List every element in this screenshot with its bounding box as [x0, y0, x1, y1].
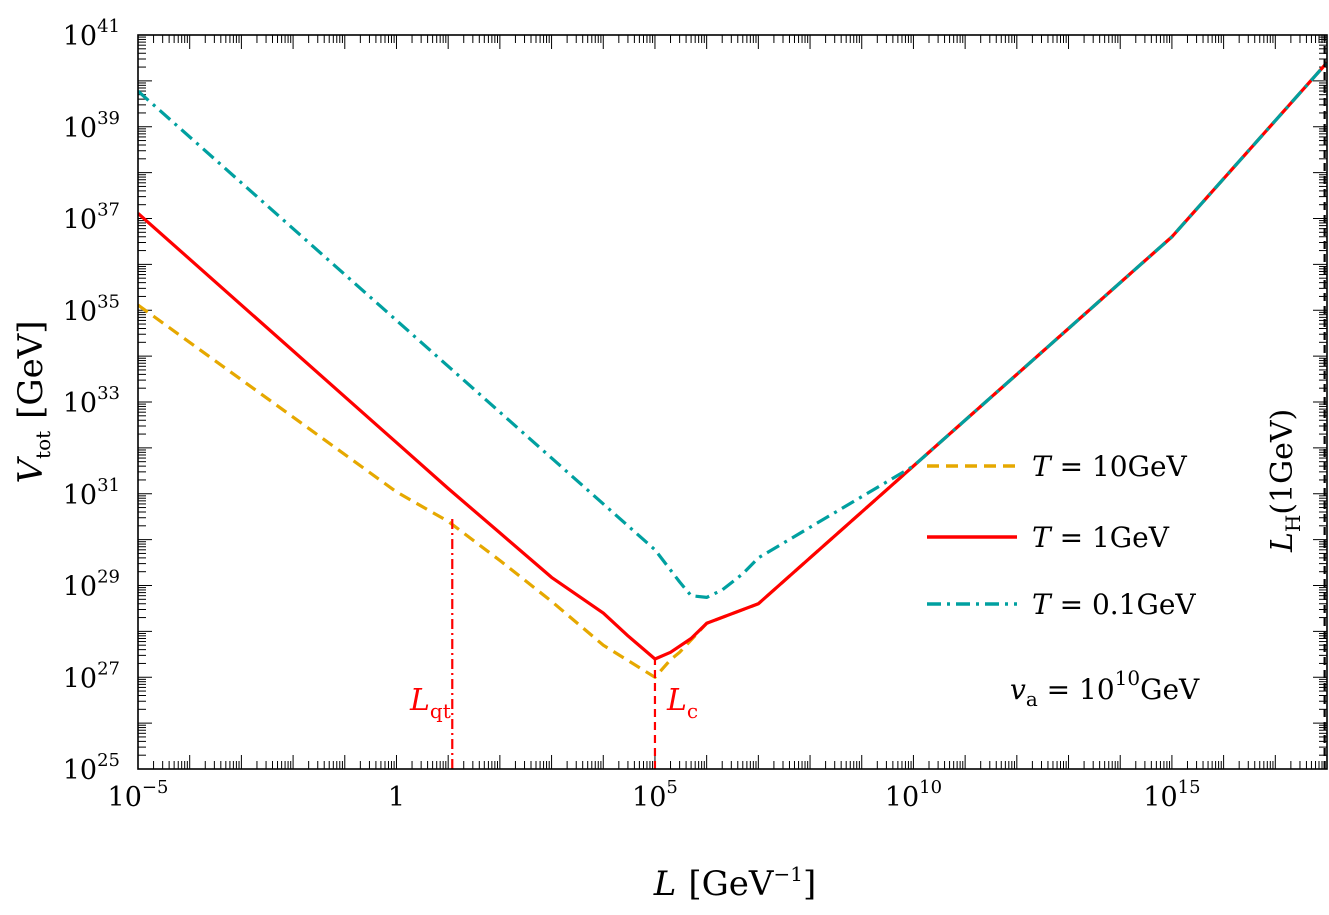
- legend-label-0: T = 10GeV: [1032, 450, 1188, 483]
- data-curves: [138, 61, 1327, 679]
- legend: T = 10GeV T = 1GeV T = 0.1GeV: [927, 450, 1196, 621]
- y-tick-label: 1027: [63, 658, 120, 694]
- x-tick-label: 1: [388, 782, 405, 813]
- lh-label: LH(1GeV): [1265, 409, 1305, 553]
- y-tick-label: 1039: [63, 108, 120, 144]
- lc-label: Lc: [666, 683, 698, 723]
- y-tick-label: 1029: [63, 567, 120, 603]
- y-tick-label: 1031: [63, 475, 120, 511]
- x-tick-label: 105: [632, 777, 678, 813]
- y-tick-label: 1035: [63, 291, 120, 327]
- legend-label-1: T = 1GeV: [1032, 521, 1170, 554]
- y-tick-label: 1025: [63, 750, 120, 786]
- y-tick-label: 1041: [63, 16, 120, 52]
- lqt-label: Lqt: [409, 683, 451, 723]
- reference-lines: [451, 35, 1326, 769]
- x-axis-title: L [GeV−1]: [653, 862, 816, 904]
- series-line-2: [138, 61, 1327, 599]
- x-tick-label: 10−5: [108, 777, 169, 813]
- axis-ticks: [137, 35, 1327, 770]
- va-annotation: va = 1010GeV: [1010, 666, 1200, 711]
- y-tick-label: 1037: [63, 200, 120, 236]
- y-axis-title: Vtot[GeV]: [11, 320, 55, 483]
- legend-label-2: T = 0.1GeV: [1032, 588, 1196, 621]
- tick-labels: 10−5 1 105 1010 1015 1025 1027 1029 1031 1033 1035…: [63, 16, 1201, 813]
- series-line-1: [138, 61, 1327, 661]
- x-tick-label: 1010: [885, 777, 942, 813]
- x-tick-label: 1015: [1143, 777, 1200, 813]
- plot-frame: [137, 34, 1328, 770]
- y-tick-label: 1033: [63, 383, 120, 419]
